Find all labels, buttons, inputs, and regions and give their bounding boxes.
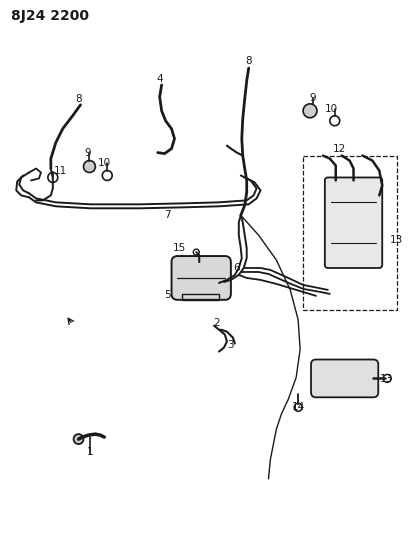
Text: 3: 3 <box>228 340 234 350</box>
Text: 14: 14 <box>292 402 305 412</box>
FancyBboxPatch shape <box>311 360 378 397</box>
Circle shape <box>303 104 317 118</box>
FancyBboxPatch shape <box>171 256 231 300</box>
Text: 12: 12 <box>333 143 346 154</box>
Bar <box>303 156 397 310</box>
Text: 6: 6 <box>233 263 240 273</box>
Text: 8: 8 <box>75 94 82 104</box>
Text: 1: 1 <box>87 447 94 457</box>
FancyBboxPatch shape <box>325 177 382 268</box>
Text: 8: 8 <box>245 56 252 66</box>
Text: 7: 7 <box>164 210 171 220</box>
Circle shape <box>73 434 84 444</box>
Text: 10: 10 <box>98 158 111 167</box>
Text: 11: 11 <box>54 166 67 175</box>
Text: 9: 9 <box>310 93 316 103</box>
Text: 8J24 2200: 8J24 2200 <box>11 9 89 23</box>
Text: 10: 10 <box>325 104 338 114</box>
Text: 5: 5 <box>164 290 171 300</box>
Circle shape <box>84 160 95 173</box>
Text: 13: 13 <box>380 374 393 384</box>
Text: 13: 13 <box>390 235 404 245</box>
Text: 4: 4 <box>156 74 163 84</box>
Text: 15: 15 <box>173 243 186 253</box>
Text: 9: 9 <box>84 148 91 158</box>
Text: 2: 2 <box>214 318 220 328</box>
